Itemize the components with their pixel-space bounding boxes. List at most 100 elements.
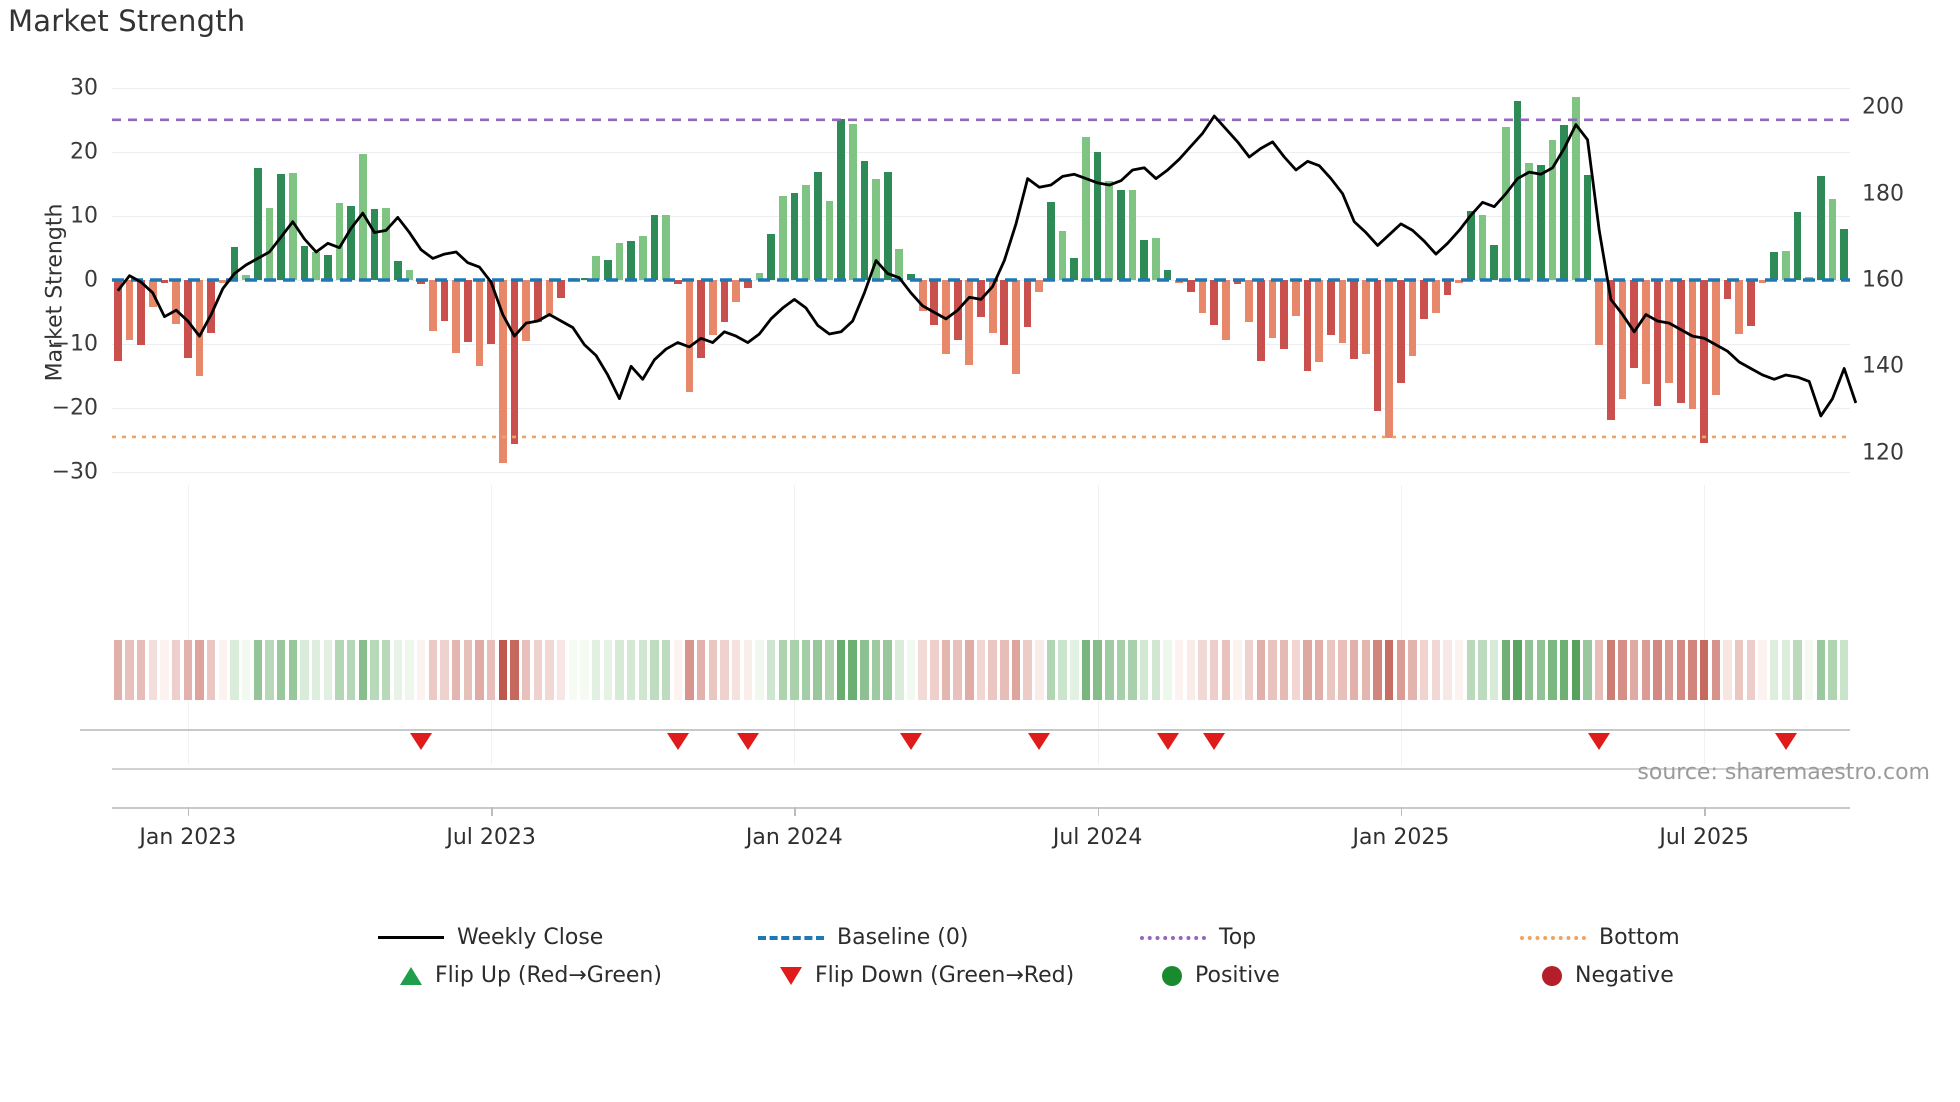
strength-bar	[1268, 280, 1277, 339]
heatmap-cell	[486, 640, 496, 700]
legend-item-baseline[interactable]: Baseline (0)	[758, 925, 968, 950]
legend-item-negative[interactable]: Negative	[1520, 963, 1674, 988]
strength-bar	[1315, 280, 1324, 362]
y-tick-label-left: −20	[51, 395, 98, 421]
heatmap-cell	[521, 640, 531, 700]
heatmap-cell	[1058, 640, 1067, 700]
heatmap-cell	[860, 640, 869, 700]
strength-bar	[1105, 181, 1114, 280]
heatmap-cell	[848, 640, 857, 700]
strength-bar	[1187, 280, 1195, 293]
heatmap-cell	[148, 640, 158, 700]
strength-bar	[1443, 280, 1452, 296]
strength-bar	[615, 242, 624, 280]
page-title: Market Strength	[8, 4, 246, 38]
strength-bar	[1397, 280, 1405, 384]
strength-bar	[1432, 280, 1440, 314]
heatmap-cell	[1385, 640, 1394, 700]
heatmap-cell	[1256, 640, 1266, 700]
legend-item-weekly-close[interactable]: Weekly Close	[378, 925, 603, 950]
strength-heatmap-strip	[112, 640, 1850, 700]
strength-bar	[452, 280, 460, 354]
gridline	[112, 408, 1850, 410]
heatmap-cell	[661, 640, 671, 700]
legend-row-1: Weekly Close Baseline (0) Top Bottom	[0, 925, 1960, 963]
strength-bar	[673, 280, 682, 284]
flip-down-marker	[1203, 733, 1226, 750]
heatmap-cell	[685, 640, 694, 700]
strength-bar	[837, 119, 845, 280]
strength-bar	[1012, 280, 1020, 374]
heatmap-cell	[906, 640, 916, 700]
heatmap-cell	[1431, 640, 1441, 700]
strength-bar	[382, 208, 390, 280]
heatmap-cell	[790, 640, 799, 700]
strength-bar	[1385, 280, 1394, 438]
strength-bar	[428, 280, 437, 332]
heatmap-cell	[965, 640, 974, 700]
heatmap-cell	[195, 640, 204, 700]
heatmap-cell	[1490, 640, 1499, 700]
y-tick-label-left: 0	[84, 267, 98, 293]
heatmap-cell	[393, 640, 402, 700]
triangle-up-icon	[400, 966, 422, 985]
chart-legend: Weekly Close Baseline (0) Top Bottom Fli…	[0, 925, 1960, 1001]
circle-green-icon	[1162, 965, 1182, 986]
strength-bar	[1362, 280, 1370, 354]
heatmap-cell	[743, 640, 752, 700]
flip-marker-row	[80, 700, 1850, 758]
strength-bar	[743, 280, 752, 289]
heatmap-cell	[1525, 640, 1534, 700]
heatmap-cell	[976, 640, 986, 700]
reference-lines	[112, 118, 1850, 439]
heatmap-cell	[300, 640, 309, 700]
heatmap-cell	[953, 640, 962, 700]
flip-down-marker	[900, 733, 922, 750]
flip-down-marker	[410, 733, 433, 750]
heatmap-cell	[825, 640, 834, 700]
legend-row-2: Flip Up (Red→Green) Flip Down (Green→Red…	[0, 963, 1960, 1001]
heatmap-cell	[673, 640, 682, 700]
x-tick-mark	[1704, 807, 1706, 816]
strength-bar	[802, 184, 810, 280]
heatmap-cell	[451, 640, 461, 700]
x-tick-mark	[491, 807, 493, 816]
heatmap-cell	[1583, 640, 1592, 700]
strength-bar	[1093, 151, 1102, 280]
gridline	[112, 151, 1850, 153]
heatmap-cell	[778, 640, 787, 700]
heatmap-cell	[1769, 640, 1779, 700]
strength-bar	[1840, 229, 1848, 280]
strength-bar	[907, 274, 915, 280]
legend-item-bottom[interactable]: Bottom	[1520, 925, 1680, 950]
heatmap-cell	[1210, 640, 1219, 700]
legend-label: Baseline (0)	[837, 925, 969, 950]
heatmap-cell	[206, 640, 216, 700]
strength-bar	[1758, 280, 1767, 283]
y-tick-label-left: 10	[70, 203, 98, 229]
strength-bar	[1233, 280, 1242, 284]
strength-bar	[1140, 239, 1149, 280]
strength-bar	[1420, 280, 1429, 320]
strength-bar	[358, 154, 367, 280]
strength-bar	[475, 280, 484, 366]
strength-bar	[1816, 176, 1825, 280]
heatmap-cell	[1455, 640, 1464, 700]
strength-bar	[160, 280, 169, 283]
heatmap-cell	[1303, 640, 1312, 700]
strength-bar	[1747, 280, 1755, 327]
strength-bar	[1350, 280, 1359, 360]
legend-item-positive[interactable]: Positive	[1140, 963, 1280, 988]
heatmap-cell	[416, 640, 426, 700]
legend-item-flip-up[interactable]: Flip Up (Red→Green)	[378, 963, 662, 988]
legend-item-flip-down[interactable]: Flip Down (Green→Red)	[758, 963, 1074, 988]
strength-bar	[1455, 280, 1464, 283]
heatmap-cell	[1408, 640, 1417, 700]
strength-bar	[125, 280, 134, 341]
heatmap-cell	[556, 640, 566, 700]
heatmap-cell	[323, 640, 332, 700]
legend-item-top[interactable]: Top	[1140, 925, 1256, 950]
strength-bar	[1560, 124, 1569, 280]
strength-bar	[487, 280, 495, 345]
heatmap-cell	[346, 640, 356, 700]
